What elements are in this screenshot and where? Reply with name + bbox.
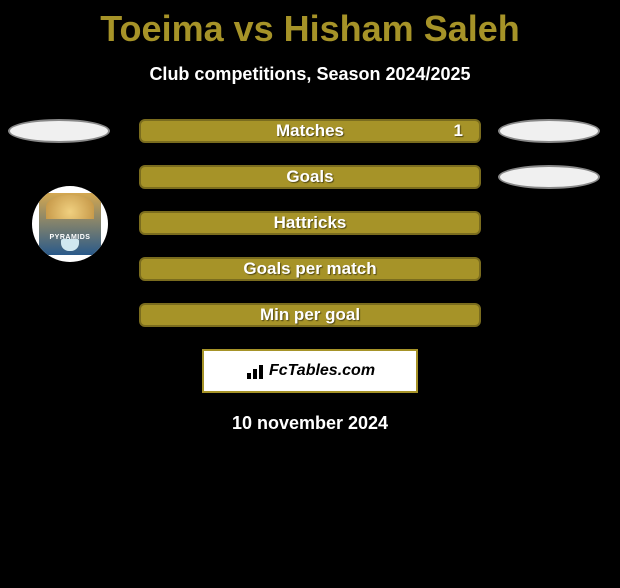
bars-icon xyxy=(245,363,265,379)
stat-label: Hattricks xyxy=(274,213,347,233)
right-ellipse xyxy=(498,165,600,189)
stat-row: Hattricks xyxy=(0,211,620,235)
date-text: 10 november 2024 xyxy=(0,413,620,434)
page-title: Toeima vs Hisham Saleh xyxy=(0,8,620,50)
stat-label: Matches xyxy=(276,121,344,141)
stat-row: Min per goal xyxy=(0,303,620,327)
attribution-box: FcTables.com xyxy=(202,349,418,393)
stats-rows: Matches 1 Goals Hattricks Goals per match Min… xyxy=(0,119,620,327)
stat-bar: Matches 1 xyxy=(139,119,481,143)
subtitle: Club competitions, Season 2024/2025 xyxy=(0,64,620,85)
stat-bar: Hattricks xyxy=(139,211,481,235)
right-ellipse xyxy=(498,119,600,143)
badge-shield xyxy=(61,239,79,251)
stat-row: Goals per match xyxy=(0,257,620,281)
stat-label: Goals per match xyxy=(243,259,376,279)
stat-bar: Goals per match xyxy=(139,257,481,281)
left-ellipse xyxy=(8,119,110,143)
stat-bar: Min per goal xyxy=(139,303,481,327)
stat-label: Goals xyxy=(286,167,333,187)
stat-row: Goals xyxy=(0,165,620,189)
stat-label: Min per goal xyxy=(260,305,360,325)
attribution-label: FcTables.com xyxy=(269,362,375,380)
stat-bar: Goals xyxy=(139,165,481,189)
stat-value: 1 xyxy=(454,121,463,141)
stat-row: Matches 1 xyxy=(0,119,620,143)
attribution-text: FcTables.com xyxy=(245,362,375,380)
